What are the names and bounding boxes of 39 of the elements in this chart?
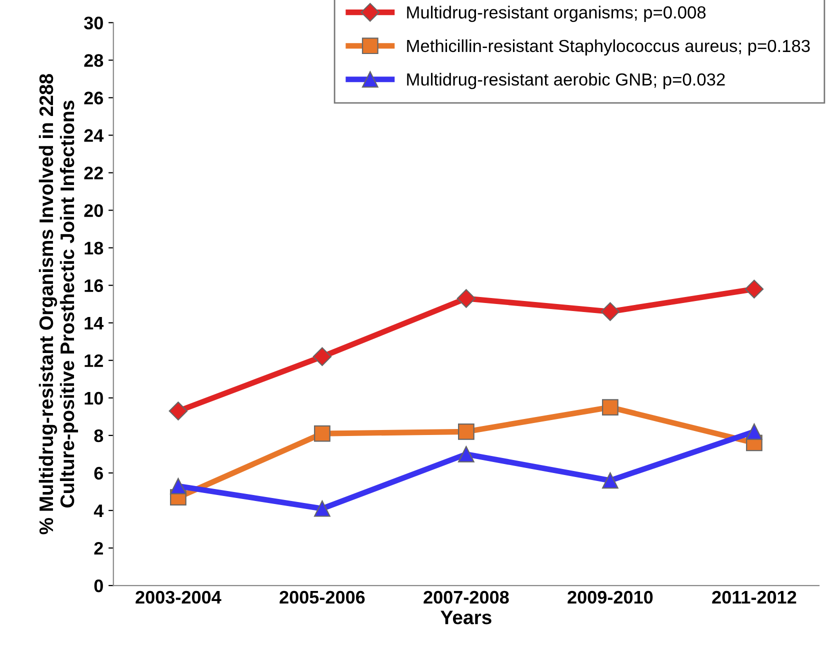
point — [746, 423, 762, 440]
y-tick-label: 20 — [84, 204, 103, 217]
x-tick-label: 2003-2004 — [136, 590, 222, 604]
y-tick-label: 4 — [94, 504, 104, 518]
point — [602, 399, 618, 416]
y-tick-label: 16 — [84, 279, 104, 292]
point — [458, 446, 474, 462]
x-tick-label: 2005-2006 — [280, 590, 365, 604]
y-tick-label: 12 — [84, 354, 103, 367]
y-tick-label: 10 — [84, 392, 103, 405]
y-tick-label: 2 — [94, 542, 103, 555]
point — [458, 423, 474, 440]
point — [314, 425, 330, 442]
y-tick-label: 6 — [94, 466, 104, 480]
x-tick-label: 2011-2012 — [712, 590, 796, 604]
legend-label: Methicillin-resistant Staphylococcus aureus; p=0.183 — [407, 39, 810, 56]
y-tick-label: 28 — [84, 54, 104, 67]
x-tick-label: 2009-2010 — [568, 590, 653, 604]
point — [312, 347, 332, 366]
point — [744, 280, 764, 298]
point — [456, 289, 476, 308]
x-axis-title: Years — [440, 610, 492, 624]
y-tick-label: 14 — [84, 316, 104, 330]
y-tick-label: 30 — [84, 16, 103, 30]
y-tick-label: 18 — [84, 242, 104, 255]
legend-label: Multidrug-resistant aerobic GNB; p=0.032 — [407, 72, 725, 90]
point — [602, 472, 618, 489]
y-axis-title: % Multidrug-resistant Organisms Involved in 2288 Culture-positive Prosthectic Joint Infections — [38, 74, 78, 534]
y-tick-label: 22 — [84, 166, 103, 180]
x-tick-label: 2007-2008 — [424, 590, 509, 604]
point — [170, 478, 186, 494]
y-tick-label: 0 — [94, 579, 103, 592]
y-tick-label: 24 — [84, 129, 104, 142]
point — [168, 402, 188, 420]
point — [600, 302, 620, 321]
legend-label: Multidrug-resistant organisms; p=0.008 — [407, 6, 706, 22]
point — [314, 500, 330, 517]
y-tick-label: 26 — [84, 92, 104, 104]
y-tick-label: 8 — [94, 429, 104, 442]
